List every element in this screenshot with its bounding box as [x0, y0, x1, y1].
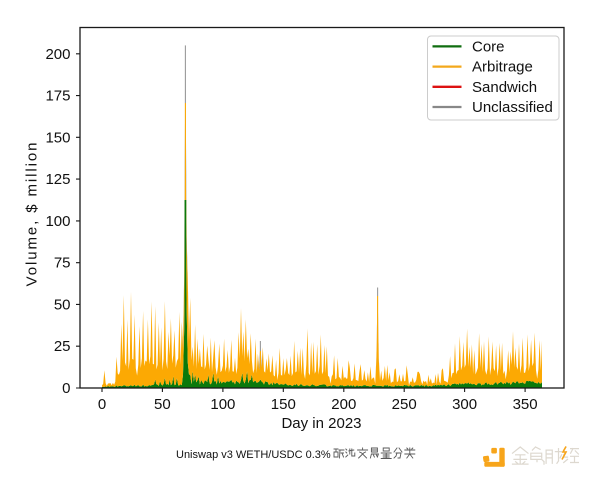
- svg-text:300: 300: [452, 396, 477, 413]
- svg-text:Day in 2023: Day in 2023: [281, 415, 361, 432]
- svg-text:50: 50: [54, 296, 71, 313]
- svg-text:Unclassified: Unclassified: [472, 99, 553, 116]
- svg-text:75: 75: [54, 255, 71, 272]
- svg-text:0: 0: [98, 396, 106, 413]
- svg-text:Core: Core: [472, 38, 505, 55]
- svg-text:100: 100: [210, 396, 235, 413]
- svg-text:250: 250: [392, 396, 417, 413]
- svg-text:Volume, $ million: Volume, $ million: [24, 141, 41, 287]
- svg-text:200: 200: [331, 396, 356, 413]
- svg-text:125: 125: [45, 171, 70, 188]
- svg-text:25: 25: [54, 338, 71, 355]
- svg-text:50: 50: [154, 396, 171, 413]
- svg-text:150: 150: [271, 396, 296, 413]
- svg-text:Arbitrage: Arbitrage: [472, 59, 533, 76]
- svg-text:100: 100: [45, 213, 70, 230]
- svg-text:0: 0: [62, 380, 70, 397]
- svg-text:175: 175: [45, 88, 70, 105]
- svg-text:Sandwich: Sandwich: [472, 79, 537, 96]
- svg-text:150: 150: [45, 129, 70, 146]
- svg-text:350: 350: [513, 396, 538, 413]
- svg-text:Uniswap v3 WETH/USDC 0.3%: Uniswap v3 WETH/USDC 0.3%: [176, 449, 331, 461]
- svg-text:200: 200: [45, 46, 70, 63]
